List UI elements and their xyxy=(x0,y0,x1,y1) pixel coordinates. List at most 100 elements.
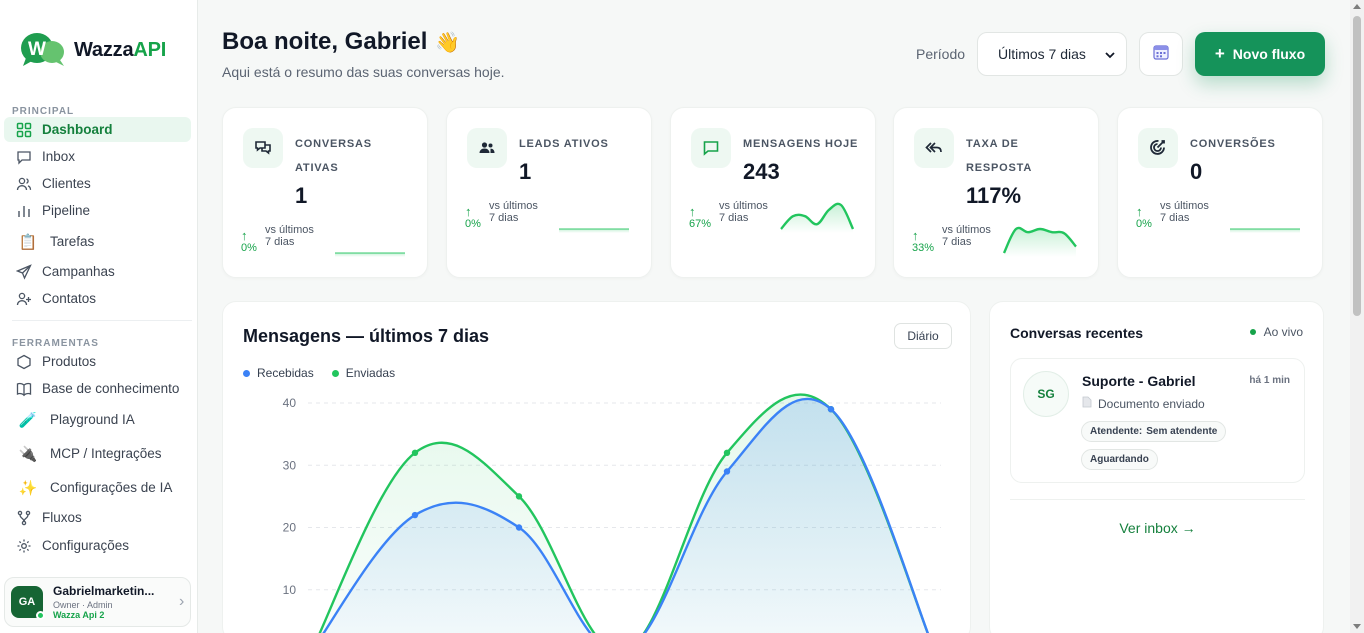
data-point xyxy=(723,449,731,456)
users-icon xyxy=(467,128,507,168)
stat-card-leads-ativos[interactable]: LEADS ATIVOS 1 ↑ 0% vs últimos 7 dias xyxy=(446,107,652,278)
sparkline-line xyxy=(1002,226,1077,254)
sidebar-item-label: Playground IA xyxy=(50,412,135,427)
data-point xyxy=(515,493,523,500)
sidebar-item-mcp-integracoes[interactable]: 🔌 MCP / Integrações xyxy=(4,441,191,466)
calendar-button[interactable] xyxy=(1139,32,1183,76)
stat-card-conversas-ativas[interactable]: CONVERSAS ATIVAS 1 ↑ 0% vs últimos 7 dias xyxy=(222,107,428,278)
sidebar-item-contatos[interactable]: Contatos xyxy=(4,286,191,311)
data-point xyxy=(723,468,731,475)
stat-label: CONVERSÕES xyxy=(1190,138,1276,150)
sidebar-item-pipeline[interactable]: Pipeline xyxy=(4,198,191,223)
test-tube-icon: 🧪 xyxy=(18,411,38,429)
arrow-up-icon: ↑ xyxy=(1136,204,1143,219)
y-tick-label: 20 xyxy=(283,521,297,535)
conversation-item[interactable]: SG Suporte - Gabriel há 1 min Documento … xyxy=(1010,358,1305,483)
user-profile-card[interactable]: GA Gabrielmarketin... Owner · Admin Wazz… xyxy=(4,577,191,627)
arrow-up-icon: ↑ xyxy=(689,204,696,219)
stat-value: 1 xyxy=(295,183,308,208)
divider xyxy=(1010,499,1305,500)
user-org: Wazza Api 2 xyxy=(53,610,105,620)
document-icon xyxy=(1082,396,1092,411)
new-flow-button[interactable]: + Novo fluxo xyxy=(1195,32,1325,76)
sparkline-area xyxy=(1230,229,1300,233)
stat-label: TAXA DE RESPOSTA xyxy=(966,138,1033,174)
page-subtitle: Aqui está o resumo das suas conversas ho… xyxy=(222,64,505,80)
sidebar-item-base-de-conhecimento[interactable]: Base de conhecimento xyxy=(4,376,191,401)
calendar-icon xyxy=(1152,43,1170,66)
conversation-time: há 1 min xyxy=(1249,375,1290,386)
period-select[interactable]: Últimos 7 dias xyxy=(977,32,1127,76)
live-dot-icon xyxy=(1249,329,1256,335)
sidebar-item-label: Contatos xyxy=(42,291,97,306)
legend-dot xyxy=(243,369,250,377)
message-square-icon xyxy=(691,128,731,168)
stat-label: MENSAGENS HOJE xyxy=(743,138,859,150)
sidebar-item-configuracoes[interactable]: Configurações xyxy=(4,533,191,558)
sparkline-area xyxy=(1004,227,1076,257)
sidebar-item-clientes[interactable]: Clientes xyxy=(4,171,191,196)
data-point xyxy=(411,449,419,456)
chat-bubbles-icon xyxy=(243,128,283,168)
section-label-principal: PRINCIPAL xyxy=(12,106,75,117)
view-inbox-link[interactable]: Ver inbox → xyxy=(1119,520,1196,536)
sparkline-area xyxy=(559,229,629,233)
sidebar-item-label: Produtos xyxy=(42,354,97,369)
sidebar-item-campanhas[interactable]: Campanhas xyxy=(4,259,191,284)
sidebar-item-produtos[interactable]: Produtos xyxy=(4,349,191,374)
sidebar: W WazzaAPI PRINCIPAL Dashboard Inbox Cli… xyxy=(0,0,198,633)
page-scrollbar[interactable] xyxy=(1350,0,1364,633)
sidebar-item-playground-ia[interactable]: 🧪 Playground IA xyxy=(4,407,191,432)
user-plus-icon xyxy=(15,290,33,308)
stat-comparison: vs últimos 7 dias xyxy=(942,224,991,248)
sparkles-icon: ✨ xyxy=(18,479,38,497)
brand-logo[interactable]: W WazzaAPI xyxy=(20,30,166,70)
stat-trend: ↑ 0% xyxy=(1136,204,1152,230)
recent-conversations-card: Conversas recentes Ao vivo SG Suporte - … xyxy=(989,301,1324,633)
sparkline-chart xyxy=(558,228,629,233)
attendant-badge: Atendente: Sem atendente xyxy=(1081,421,1227,442)
book-icon xyxy=(15,380,33,398)
stat-label: CONVERSAS ATIVAS xyxy=(295,138,372,174)
legend-item-recebidas[interactable]: Recebidas xyxy=(243,366,314,380)
sidebar-item-label: Tarefas xyxy=(50,234,95,249)
sidebar-item-label: Inbox xyxy=(42,149,76,164)
sidebar-item-inbox[interactable]: Inbox xyxy=(4,144,191,169)
sidebar-item-fluxos[interactable]: Fluxos xyxy=(4,505,191,530)
stat-card-taxa-de-resposta[interactable]: TAXA DE RESPOSTA 117% ↑ 33% vs últimos 7 … xyxy=(893,107,1099,278)
messages-chart-card: 40 30 20 10 Mensagens — últimos 7 dias Diár… xyxy=(222,301,971,633)
flow-icon xyxy=(15,509,33,527)
sidebar-item-label: Pipeline xyxy=(42,203,91,218)
sparkline-line xyxy=(780,202,855,230)
conversation-last-message: Documento enviado xyxy=(1082,396,1205,411)
y-tick-label: 30 xyxy=(283,458,297,472)
scroll-up-icon[interactable] xyxy=(1353,4,1361,9)
arrow-up-icon: ↑ xyxy=(465,204,472,219)
sidebar-item-configuracoes-de-ia[interactable]: ✨ Configurações de IA xyxy=(4,475,191,500)
stat-value: 117% xyxy=(966,183,1022,208)
recent-conversations-title: Conversas recentes xyxy=(1010,325,1144,341)
chart-title: Mensagens — últimos 7 dias xyxy=(243,326,490,346)
plug-icon: 🔌 xyxy=(18,445,38,463)
legend-dot xyxy=(331,369,339,377)
users-icon xyxy=(15,175,33,193)
sparkline-area xyxy=(335,253,405,257)
stat-card-conversoes[interactable]: CONVERSÕES 0 ↑ 0% vs últimos 7 dias xyxy=(1117,107,1323,278)
sparkline-chart xyxy=(334,252,405,257)
chart-granularity-button[interactable]: Diário xyxy=(894,323,952,349)
scroll-down-icon[interactable] xyxy=(1353,624,1361,629)
online-status-dot xyxy=(36,611,45,620)
chevron-right-icon: › xyxy=(179,593,185,610)
clipboard-icon: 📋 xyxy=(18,233,38,251)
scrollbar-thumb[interactable] xyxy=(1353,16,1361,316)
sidebar-item-dashboard[interactable]: Dashboard xyxy=(4,117,191,142)
send-icon xyxy=(15,263,33,281)
whatsapp-logo-icon: W xyxy=(20,30,66,70)
stat-card-mensagens-hoje[interactable]: MENSAGENS HOJE 243 ↑ 67% vs últimos 7 dia… xyxy=(670,107,876,278)
stat-trend: ↑ 0% xyxy=(465,204,481,230)
legend-item-enviadas[interactable]: Enviadas xyxy=(331,366,395,380)
sidebar-item-tarefas[interactable]: 📋 Tarefas xyxy=(4,229,191,254)
sidebar-item-label: MCP / Integrações xyxy=(50,446,162,461)
user-role: Owner · Admin xyxy=(53,600,113,610)
